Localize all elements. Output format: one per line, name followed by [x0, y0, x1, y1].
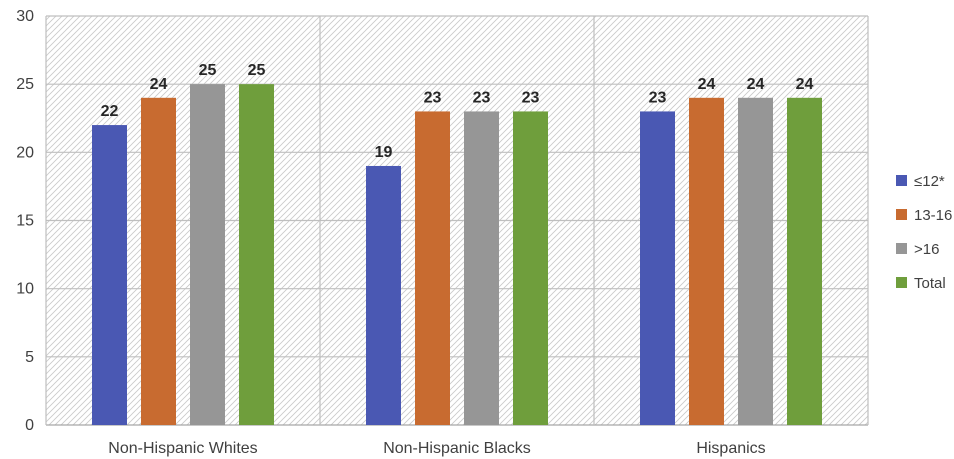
legend-item[interactable]: Total — [896, 275, 946, 292]
legend-label: ≤12* — [914, 173, 945, 190]
bar[interactable] — [787, 97, 822, 426]
bar[interactable] — [239, 84, 274, 426]
data-label: 23 — [424, 89, 442, 106]
data-label: 23 — [473, 89, 491, 106]
bar[interactable] — [366, 165, 401, 425]
y-tick-label: 20 — [16, 144, 34, 161]
data-label: 24 — [150, 76, 168, 93]
x-category-label: Non-Hispanic Whites — [108, 440, 257, 457]
legend-label: Total — [914, 275, 946, 292]
legend-item[interactable]: ≤12* — [896, 173, 945, 190]
y-tick-label: 5 — [25, 349, 34, 366]
y-tick-label: 25 — [16, 76, 34, 93]
legend-label: >16 — [914, 241, 939, 258]
x-category-label: Hispanics — [696, 440, 765, 457]
y-tick-label: 10 — [16, 281, 34, 298]
bar[interactable] — [92, 125, 127, 426]
bar[interactable] — [689, 97, 724, 426]
data-label: 24 — [698, 76, 716, 93]
x-category-label: Non-Hispanic Blacks — [383, 440, 531, 457]
data-label: 24 — [796, 76, 814, 93]
data-label: 25 — [248, 62, 266, 79]
data-label: 25 — [199, 62, 217, 79]
bar[interactable] — [640, 111, 675, 425]
data-label: 23 — [522, 89, 540, 106]
legend-label: 13-16 — [914, 207, 952, 224]
legend-item[interactable]: >16 — [896, 241, 939, 258]
data-label: 19 — [375, 144, 393, 161]
data-label: 23 — [649, 89, 667, 106]
y-tick-label: 15 — [16, 213, 34, 230]
y-tick-label: 0 — [25, 417, 34, 434]
bar[interactable] — [738, 97, 773, 426]
legend-swatch — [896, 277, 907, 288]
bar[interactable] — [190, 84, 225, 426]
legend-swatch — [896, 243, 907, 254]
bar[interactable] — [415, 111, 450, 425]
legend-swatch — [896, 175, 907, 186]
bar[interactable] — [141, 97, 176, 426]
legend-item[interactable]: 13-16 — [896, 207, 952, 224]
y-tick-label: 30 — [16, 8, 34, 25]
bar[interactable] — [513, 111, 548, 425]
data-label: 22 — [101, 103, 119, 120]
bar[interactable] — [464, 111, 499, 425]
legend-swatch — [896, 209, 907, 220]
data-label: 24 — [747, 76, 765, 93]
